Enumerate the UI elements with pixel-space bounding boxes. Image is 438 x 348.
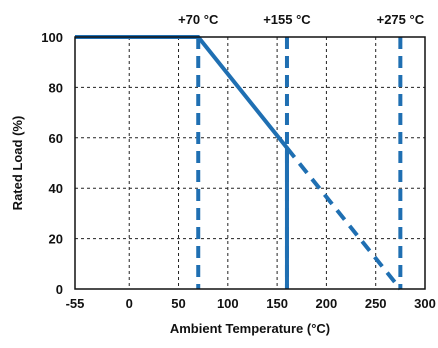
y-tick-label: 80 [49, 80, 63, 95]
x-tick-label: 50 [171, 296, 185, 311]
y-tick-labels: 0 20 40 60 80 100 [41, 30, 63, 297]
x-tick-label: -55 [66, 296, 85, 311]
x-tick-label: 200 [316, 296, 338, 311]
x-tick-label: 0 [126, 296, 133, 311]
y-tick-label: 60 [49, 131, 63, 146]
x-axis-title: Ambient Temperature (°C) [170, 321, 330, 336]
x-tick-label: 300 [414, 296, 436, 311]
temperature-marker-label: +275 °C [377, 12, 425, 27]
x-tick-label: 150 [266, 296, 288, 311]
plot-frame [74, 36, 426, 290]
y-axis-title: Rated Load (%) [10, 116, 25, 211]
y-tick-label: 0 [56, 282, 63, 297]
y-tick-label: 100 [41, 30, 63, 45]
temperature-marker-label: +70 °C [178, 12, 219, 27]
y-tick-label: 20 [49, 232, 63, 247]
derating-curve [75, 35, 289, 289]
derating-extension-line [285, 146, 402, 291]
x-tick-label: 100 [217, 296, 239, 311]
y-tick-label: 40 [49, 181, 63, 196]
x-tick-labels: -55 0 50 100 150 200 250 300 [66, 296, 436, 311]
series-lines [75, 35, 402, 291]
x-tick-label: 250 [365, 296, 387, 311]
grid [75, 37, 425, 289]
temperature-marker-label: +155 °C [263, 12, 311, 27]
marker-labels: +70 °C +155 °C +275 °C [178, 12, 425, 27]
